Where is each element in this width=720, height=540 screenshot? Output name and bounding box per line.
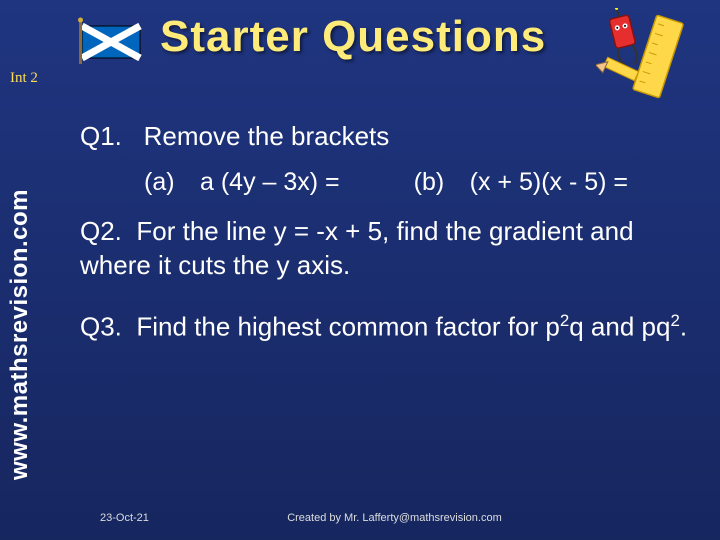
q3-exp2: 2: [670, 311, 679, 330]
q1: Q1. Remove the brackets: [80, 120, 700, 154]
q2-label: Q2.: [80, 216, 122, 246]
q2: Q2. For the line y = -x + 5, find the gr…: [80, 215, 700, 283]
q1-parts: (a) a (4y – 3x) = (b) (x + 5)(x - 5) =: [144, 168, 700, 197]
q3: Q3. Find the highest common factor for p…: [80, 310, 700, 344]
slide: Int 2 Starter Questions: [0, 0, 720, 540]
page-title: Starter Questions: [160, 12, 546, 62]
scotland-flag-icon: [78, 16, 146, 69]
q1b-expr: (x + 5)(x - 5) =: [470, 168, 628, 197]
q1-text: Remove the brackets: [144, 121, 390, 151]
questions-block: Q1. Remove the brackets (a) a (4y – 3x) …: [80, 120, 700, 359]
q3-text-post: .: [680, 312, 687, 342]
footer-credit: Created by Mr. Lafferty@mathsrevision.co…: [287, 512, 502, 524]
q3-text-pre: Find the highest common factor for p: [136, 312, 559, 342]
footer-date: 23-Oct-21: [100, 512, 149, 524]
sidebar-url: www.mathsrevision.com: [6, 189, 34, 480]
level-label: Int 2: [10, 70, 38, 87]
q3-label: Q3.: [80, 312, 122, 342]
q2-text: For the line y = -x + 5, find the gradie…: [80, 216, 634, 280]
q3-exp1: 2: [560, 311, 569, 330]
q1b-label: (b): [414, 168, 448, 197]
q1a-label: (a): [144, 168, 178, 197]
q1-label: Q1.: [80, 121, 122, 151]
q1a-expr: a (4y – 3x) =: [200, 168, 340, 197]
footer: 23-Oct-21 Created by Mr. Lafferty@mathsr…: [80, 512, 640, 524]
math-doodle-icon: [596, 8, 706, 108]
q3-text-mid: q and pq: [569, 312, 670, 342]
